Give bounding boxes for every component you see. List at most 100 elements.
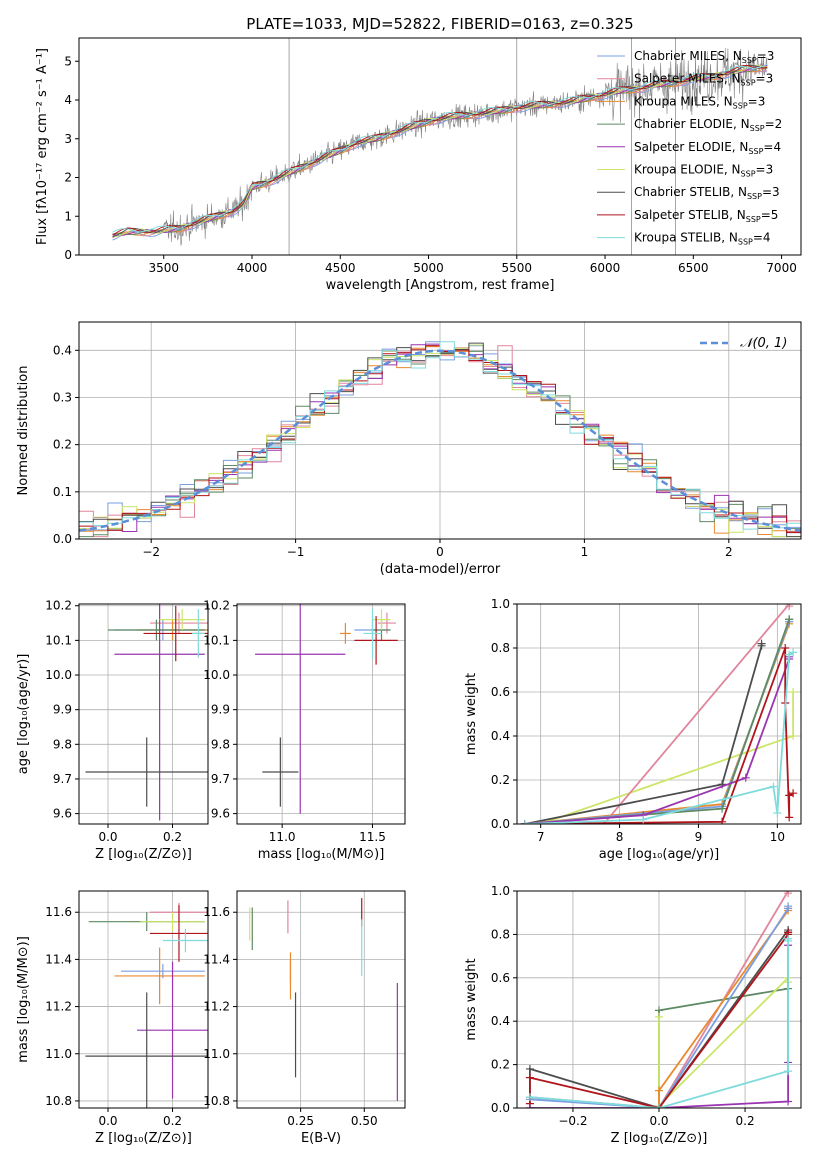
x-tick-label: 10: [770, 830, 785, 844]
errorbar-chabrier-stelib: [85, 992, 208, 1108]
normal-legend-label: 𝒩(0, 1): [740, 336, 787, 351]
y-tick-label: 10.2: [45, 599, 72, 613]
x-tick-label: −2: [142, 545, 160, 559]
y-tick-label: 10.1: [45, 633, 72, 647]
legend-name: Chabrier MILES, N: [634, 49, 742, 63]
legend-suffix: =2: [765, 117, 783, 131]
legend-sub: SSP: [741, 79, 756, 88]
y-tick-label: 10.0: [203, 668, 230, 682]
panel-mass_weight_vs_Z: −0.2 0.0 0.2 0.0 0.2 0.4 0.6 0.8 1.0 Z [log₁₀(Z/Z…: [464, 884, 802, 1146]
axes-frame: [516, 603, 802, 825]
legend-sub: SSP: [748, 147, 763, 156]
axes-frame: [236, 890, 406, 1109]
mass-weight-line-kroupa-elodie: [658, 975, 789, 1108]
legend-sub: SSP: [747, 192, 762, 201]
legend-entry: Kroupa ELODIE, NSSP=3: [634, 163, 773, 179]
x-tick-label: 11.5: [359, 830, 386, 844]
model-line-chabrier-stelib: [112, 64, 768, 238]
x-tick-label: 8: [616, 830, 624, 844]
x-axis-label: age [log₁₀(age/yr)]: [599, 847, 720, 862]
y-tick-label: 0.0: [491, 817, 510, 831]
plot-area: [112, 38, 768, 255]
panel-age_vs_mass: 11.0 11.5 9.6 9.7 9.8 9.9 10.0 10.1 10.2 mass [lo…: [203, 599, 406, 862]
legend-suffix: =3: [748, 94, 766, 108]
y-tick-label: 0.8: [491, 927, 510, 941]
legend-sub: SSP: [742, 56, 757, 65]
panel-spectrum: 3500 4000 4500 5000 5500 6000 6500 7000 0 1 2 3 4 5 wa…: [35, 37, 802, 293]
y-tick-label: 9.7: [211, 772, 230, 786]
legend-entry: Kroupa STELIB, NSSP=4: [634, 231, 771, 247]
legend-suffix: =3: [757, 49, 775, 63]
errorbar-kroupa-miles: [339, 623, 351, 644]
legend-name: Salpeter ELODIE, N: [634, 140, 748, 154]
panel-mass_weight_vs_age: 7 8 9 10 0.0 0.2 0.4 0.6 0.8 1.0 age [log₁₀(age/yr…: [464, 597, 802, 862]
y-tick-label: 1.0: [491, 884, 510, 898]
y-tick-label: 0.4: [53, 343, 72, 357]
mass-weight-marker: [718, 804, 727, 813]
errorbar-chabrier-stelib: [262, 737, 299, 807]
errorbar-kroupa-elodie: [140, 912, 205, 932]
model-line-salpeter-elodie: [112, 64, 768, 236]
y-axis-label: mass weight: [464, 673, 479, 755]
legend-entry: Salpeter ELODIE, NSSP=4: [634, 140, 781, 156]
legend-sub: SSP: [750, 124, 765, 133]
y-tick-label: 0.2: [491, 773, 510, 787]
y-tick-label: 0.0: [53, 532, 72, 546]
y-tick-label: 11.4: [45, 952, 72, 966]
y-tick-label: 11.4: [203, 952, 230, 966]
y-tick-label: 10.1: [203, 633, 230, 647]
x-tick-label: 0.2: [163, 830, 182, 844]
legend-entry: Salpeter MILES, NSSP=3: [634, 72, 773, 88]
legend-suffix: =4: [753, 231, 771, 245]
y-tick-label: 11.2: [45, 1000, 72, 1014]
panel-mass_vs_Z: 0.0 0.2 10.8 11.0 11.2 11.4 11.6 Z [log₁₀(Z/Z⊙)…: [16, 890, 209, 1146]
legend-entry: Chabrier ELODIE, NSSP=2: [634, 117, 782, 133]
y-tick-label: 9.8: [211, 737, 230, 751]
panel-age_vs_Z: 0.0 0.2 9.6 9.7 9.8 9.9 10.0 10.1 10.2 Z [log₁₀(Z…: [16, 599, 209, 862]
y-tick-label: 0: [64, 248, 72, 262]
plot-area: [85, 604, 208, 821]
mass-weight-marker: [781, 644, 790, 652]
x-axis-label: Z [log₁₀(Z/Z⊙)]: [95, 847, 192, 862]
x-tick-label: 7: [537, 830, 545, 844]
legend-suffix: =3: [756, 72, 774, 86]
plot-area: [79, 341, 801, 538]
x-tick-label: 9: [695, 830, 703, 844]
errorbar-salpeter-elodie: [114, 604, 205, 821]
y-tick-label: 9.8: [53, 737, 72, 751]
y-axis-label: mass weight: [464, 958, 479, 1040]
y-tick-label: 10.8: [45, 1094, 72, 1108]
y-tick-label: 1: [64, 209, 72, 223]
legend-suffix: =5: [761, 208, 779, 222]
legend-entry: Salpeter STELIB, NSSP=5: [634, 208, 778, 224]
plot-area: [249, 898, 398, 1101]
y-tick-label: 9.7: [53, 772, 72, 786]
figure-title: PLATE=1033, MJD=52822, FIBERID=0163, z=0…: [246, 15, 633, 33]
y-tick-label: 0.6: [491, 971, 510, 985]
y-axis-label: Flux [fλ10⁻¹⁷ erg cm⁻² s⁻¹ A⁻¹]: [35, 48, 50, 245]
y-tick-label: 10.8: [203, 1094, 230, 1108]
legend-sub: SSP: [746, 215, 761, 224]
x-axis-label: wavelength [Angstrom, rest frame]: [326, 278, 555, 293]
y-tick-label: 1.0: [491, 597, 510, 611]
normal-curve: [79, 349, 801, 532]
x-tick-label: −0.2: [558, 1114, 587, 1128]
errorbar-salpeter-elodie: [255, 604, 346, 814]
x-axis-label: mass [log₁₀(M/M⊙)]: [258, 847, 385, 862]
plot-area: [520, 604, 798, 824]
x-tick-label: −1: [287, 545, 305, 559]
mass-weight-marker: [789, 688, 798, 696]
y-tick-label: 10.0: [45, 668, 72, 682]
x-tick-label: 5000: [413, 261, 444, 275]
errorbar-kroupa-stelib: [363, 609, 382, 658]
mass-weight-marker: [784, 1067, 793, 1076]
x-tick-label: 1: [581, 545, 589, 559]
y-tick-label: 0.0: [491, 1101, 510, 1115]
mass-weight-line-salpeter-elodie: [524, 656, 791, 824]
y-tick-label: 0.4: [491, 1014, 510, 1028]
y-tick-label: 0.2: [491, 1058, 510, 1072]
axes-frame: [78, 37, 802, 256]
legend-sub: SSP: [733, 101, 748, 110]
errorbar-salpeter-elodie: [137, 961, 208, 1099]
errorbar-kroupa-miles: [114, 947, 205, 1005]
